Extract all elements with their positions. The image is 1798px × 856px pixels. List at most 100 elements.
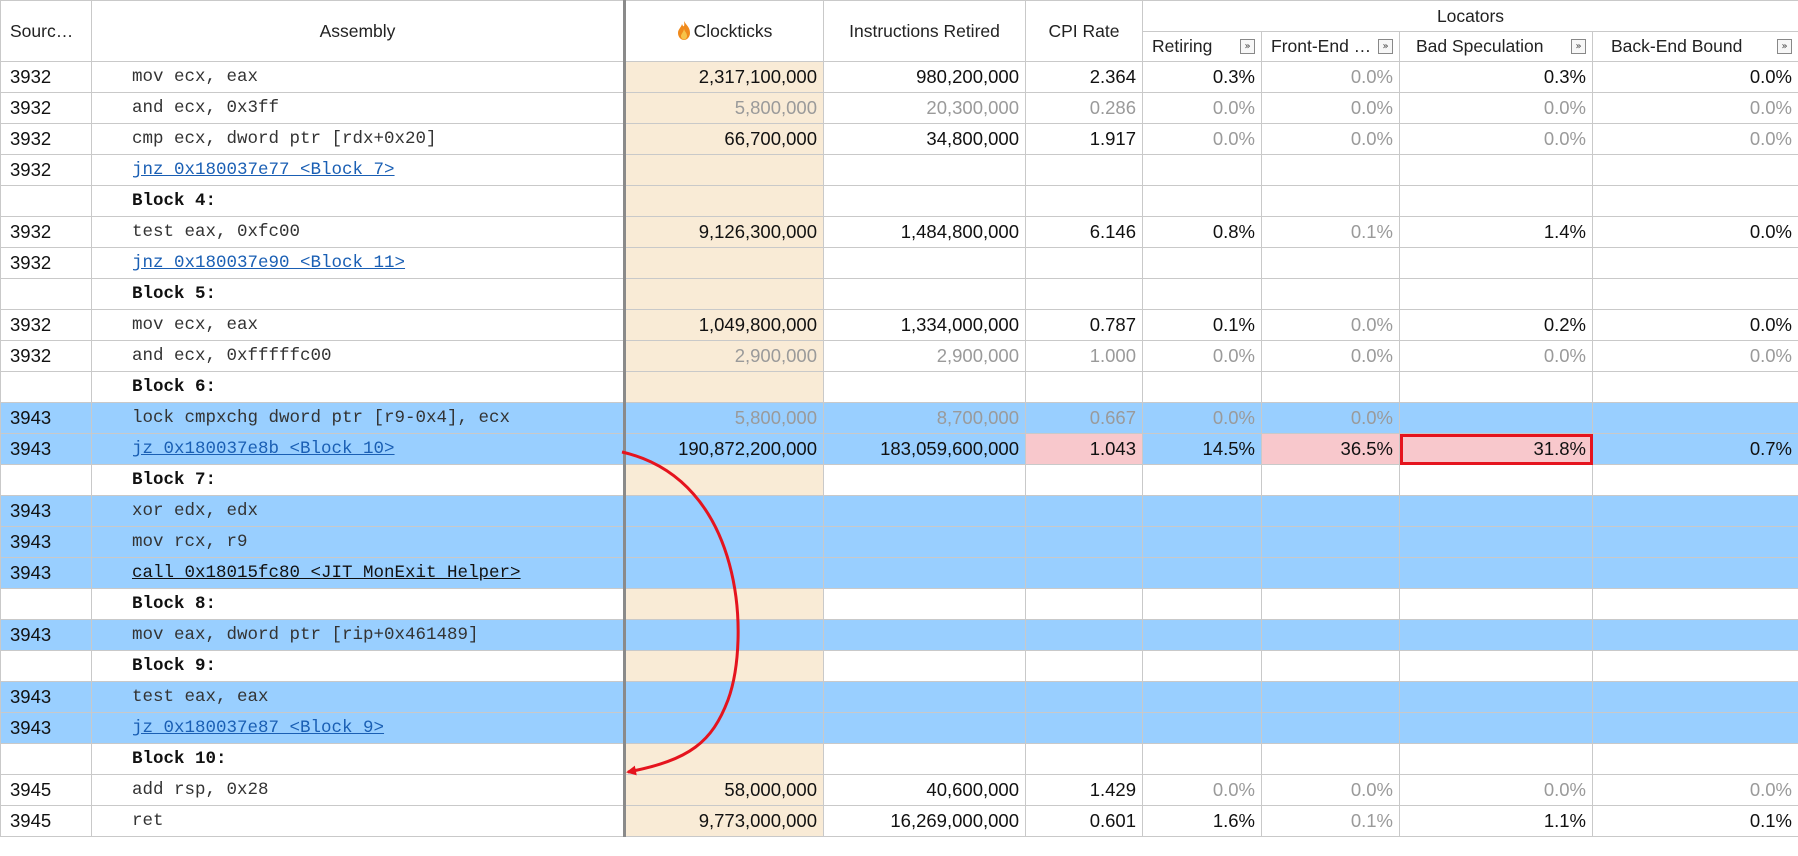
table-row[interactable]: 3932 mov ecx, eax 1,049,800,000 1,334,000,0… [0,309,1798,341]
instructions-retired-cell [823,588,1026,620]
front-end-cell [1261,681,1400,713]
assembly-cell: mov ecx, eax [91,61,626,93]
assembly-cell: Block 5: [91,278,626,310]
back-end-bound-cell: 0.0% [1592,340,1798,372]
table-row[interactable]: 3943 lock cmpxchg dword ptr [r9-0x4], ecx… [0,402,1798,434]
cpi-rate-cell [1025,154,1143,186]
expand-column-icon[interactable]: » [1240,39,1255,54]
column-header-source[interactable]: Sourc… [0,0,92,62]
jump-target-link[interactable]: jz 0x180037e8b <Block 10> [132,439,395,459]
back-end-bound-cell [1592,650,1798,682]
back-end-bound-cell [1592,185,1798,217]
bad-speculation-cell [1399,154,1593,186]
cpi-rate-cell [1025,712,1143,744]
source-line-cell: 3932 [0,123,92,155]
table-row[interactable]: 3932 mov ecx, eax 2,317,100,000 980,200,000… [0,61,1798,93]
back-end-bound-cell [1592,557,1798,589]
clockticks-cell [624,526,824,558]
table-row[interactable]: 3932 and ecx, 0x3ff 5,800,000 20,300,000 0.2… [0,92,1798,124]
expand-column-icon[interactable]: » [1777,39,1792,54]
block-header-row[interactable]: Block 6: [0,371,1798,403]
assembly-cell: Block 9: [91,650,626,682]
block-header-row[interactable]: Block 8: [0,588,1798,620]
table-row[interactable]: 3943 mov eax, dword ptr [rip+0x461489] [0,619,1798,651]
back-end-bound-cell [1592,154,1798,186]
table-row[interactable]: 3932 jnz 0x180037e77 <Block 7> [0,154,1798,186]
source-line-cell: 3943 [0,402,92,434]
clockticks-header-label: Clockticks [693,20,773,41]
call-target-link[interactable]: call 0x18015fc80 <JIT_MonExit_Helper> [132,563,521,583]
block-header-row[interactable]: Block 9: [0,650,1798,682]
table-row[interactable]: 3932 cmp ecx, dword ptr [rdx+0x20] 66,700,… [0,123,1798,155]
back-end-bound-cell [1592,371,1798,403]
column-header-bad-speculation[interactable]: Bad Speculation » [1399,31,1593,62]
instructions-retired-cell: 16,269,000,000 [823,805,1026,837]
jump-target-link[interactable]: jz 0x180037e87 <Block 9> [132,718,385,738]
back-end-bound-cell: 0.0% [1592,92,1798,124]
column-header-retiring[interactable]: Retiring » [1142,31,1262,62]
table-row[interactable]: 3945 add rsp, 0x28 58,000,000 40,600,000 1.4… [0,774,1798,806]
jump-target-link[interactable]: jnz 0x180037e77 <Block 7> [132,160,395,180]
front-end-cell [1261,712,1400,744]
table-row[interactable]: 3943 jz 0x180037e8b <Block 10> 190,872,200… [0,433,1798,465]
grid-body: 3932 mov ecx, eax 2,317,100,000 980,200,000… [0,61,1798,837]
column-header-back-end-bound[interactable]: Back-End Bound » [1592,31,1798,62]
block-header-row[interactable]: Block 10: [0,743,1798,775]
assembly-cell: jnz 0x180037e90 <Block 11> [91,247,626,279]
source-line-cell: 3943 [0,557,92,589]
back-end-bound-cell [1592,588,1798,620]
block-header-row[interactable]: Block 5: [0,278,1798,310]
table-row[interactable]: 3932 jnz 0x180037e90 <Block 11> [0,247,1798,279]
cpi-rate-cell: 1.429 [1025,774,1143,806]
retiring-cell [1142,495,1262,527]
cpi-rate-cell [1025,619,1143,651]
retiring-cell: 0.0% [1142,92,1262,124]
expand-column-icon[interactable]: » [1378,39,1393,54]
retiring-cell [1142,464,1262,496]
retiring-cell [1142,681,1262,713]
table-row[interactable]: 3943 mov rcx, r9 [0,526,1798,558]
back-end-bound-cell: 0.0% [1592,61,1798,93]
back-end-bound-cell [1592,402,1798,434]
table-row[interactable]: 3932 test eax, 0xfc00 9,126,300,000 1,484,8… [0,216,1798,248]
block-header-row[interactable]: Block 4: [0,185,1798,217]
assembly-cell: add rsp, 0x28 [91,774,626,806]
column-header-assembly[interactable]: Assembly [91,0,626,62]
instructions-retired-cell [823,495,1026,527]
cpi-rate-cell [1025,247,1143,279]
table-row[interactable]: 3943 call 0x18015fc80 <JIT_MonExit_Helper… [0,557,1798,589]
column-header-clockticks[interactable]: Clockticks [624,0,824,62]
clockticks-cell [624,464,824,496]
table-row[interactable]: 3943 jz 0x180037e87 <Block 9> [0,712,1798,744]
assembly-cell: jz 0x180037e87 <Block 9> [91,712,626,744]
jump-target-link[interactable]: jnz 0x180037e90 <Block 11> [132,253,406,273]
cpi-rate-cell [1025,526,1143,558]
bad-speculation-cell: 0.0% [1399,774,1593,806]
front-end-cell: 0.1% [1261,805,1400,837]
bad-speculation-cell [1399,526,1593,558]
front-end-cell [1261,743,1400,775]
clockticks-cell: 66,700,000 [624,123,824,155]
block-header-row[interactable]: Block 7: [0,464,1798,496]
retiring-cell: 0.0% [1142,402,1262,434]
table-row[interactable]: 3943 xor edx, edx [0,495,1798,527]
table-row[interactable]: 3932 and ecx, 0xfffffc00 2,900,000 2,900,00… [0,340,1798,372]
column-header-instructions-retired[interactable]: Instructions Retired [823,0,1026,62]
cpi-rate-cell: 0.601 [1025,805,1143,837]
cpi-rate-cell: 6.146 [1025,216,1143,248]
table-row[interactable]: 3945 ret 9,773,000,000 16,269,000,000 0.601 1… [0,805,1798,837]
table-row[interactable]: 3943 test eax, eax [0,681,1798,713]
bad-speculation-cell [1399,681,1593,713]
source-line-cell: 3932 [0,61,92,93]
expand-column-icon[interactable]: » [1571,39,1586,54]
back-end-bound-cell [1592,495,1798,527]
instructions-retired-cell: 40,600,000 [823,774,1026,806]
column-header-front-end[interactable]: Front-End … » [1261,31,1400,62]
column-header-cpi-rate[interactable]: CPI Rate [1025,0,1143,62]
instructions-retired-cell: 2,900,000 [823,340,1026,372]
source-line-cell [0,588,92,620]
clockticks-cell [624,495,824,527]
back-end-bound-cell [1592,681,1798,713]
retiring-cell: 0.1% [1142,309,1262,341]
